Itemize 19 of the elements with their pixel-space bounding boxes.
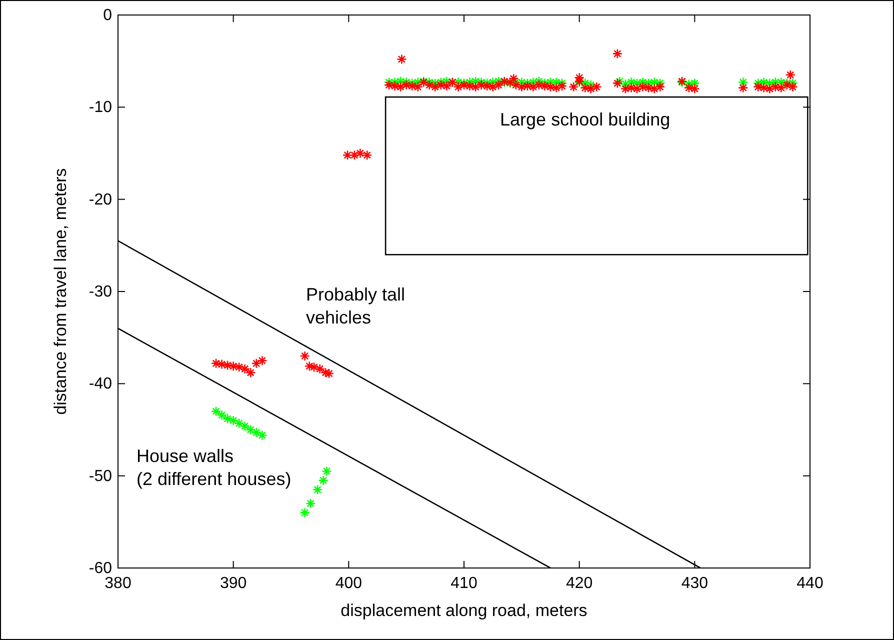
y-tick-label: -40 [88,376,112,393]
y-tick-label: -60 [88,560,112,577]
y-tick-label: -10 [88,99,112,116]
x-tick-label: 410 [450,575,478,592]
x-axis-title: displacement along road, meters [340,601,588,620]
annotation: Probably tall vehicles [306,284,406,328]
x-tick-label: 390 [220,575,247,592]
annotation: House walls (2 different houses) [136,446,292,490]
y-tick-label: -20 [88,191,112,208]
y-tick-label: 0 [103,7,112,24]
x-tick-label: 380 [104,575,132,592]
x-tick-label: 430 [681,575,708,592]
x-tick-label: 400 [335,575,362,592]
x-tick-label: 440 [796,575,824,592]
annotation: Large school building [500,110,670,130]
y-tick-label: -30 [88,284,112,300]
y-axis-title: distance from travel lane, meters [51,168,70,415]
y-tick-label: -50 [88,468,112,485]
x-tick-label: 420 [566,575,593,592]
